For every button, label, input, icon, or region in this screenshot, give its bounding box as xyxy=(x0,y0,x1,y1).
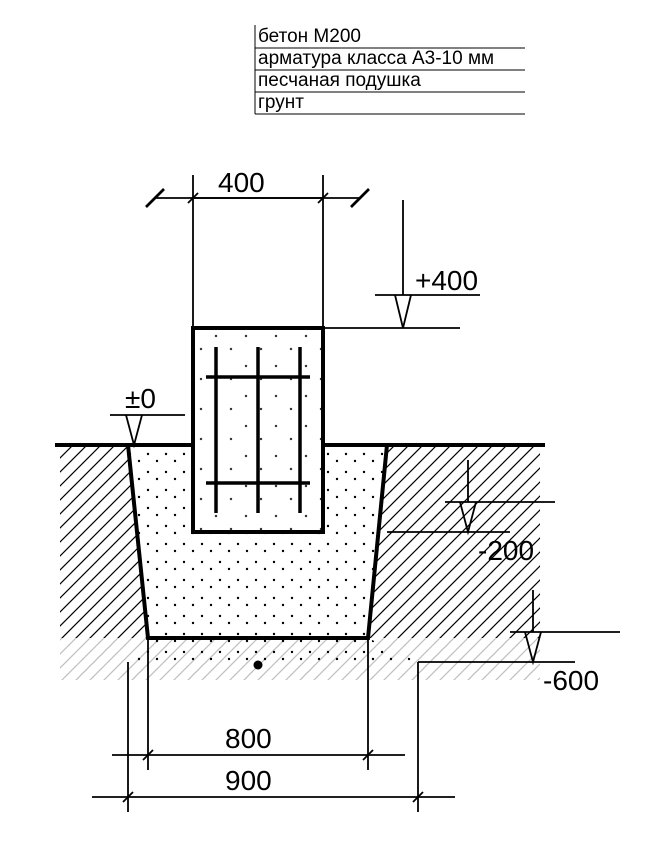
foundation-section-diagram: бетон М200 арматура класса А3-10 мм песч… xyxy=(0,0,661,863)
legend: бетон М200 арматура класса А3-10 мм песч… xyxy=(255,25,525,114)
elev-ground xyxy=(110,415,185,445)
legend-line-1: бетон М200 xyxy=(258,26,361,47)
elev-bottom-label: -600 xyxy=(543,665,599,696)
dim-top-width-label: 400 xyxy=(218,167,265,198)
legend-line-4: грунт xyxy=(258,92,304,113)
legend-line-2: арматура класса А3-10 мм xyxy=(258,48,494,69)
center-point xyxy=(254,661,263,670)
elev-top xyxy=(323,200,480,328)
elev-step-label: -200 xyxy=(478,535,534,566)
sand-cushion xyxy=(128,638,418,662)
legend-line-3: песчаная подушка xyxy=(258,70,421,91)
dim-base-outer-label: 900 xyxy=(225,765,272,796)
dim-base-inner-label: 800 xyxy=(225,723,272,754)
elev-top-label: +400 xyxy=(415,265,478,296)
elev-ground-label: ±0 xyxy=(125,383,156,414)
